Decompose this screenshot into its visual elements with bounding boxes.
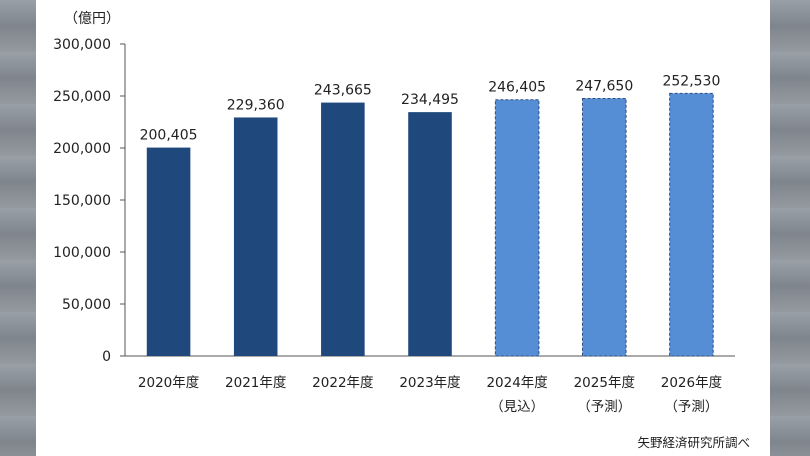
bar-actual: [321, 102, 365, 356]
source-note: 矢野経済研究所調べ: [637, 435, 750, 450]
y-tick-label: 0: [102, 349, 111, 365]
y-tick-label: 200,000: [53, 141, 111, 157]
x-category-label: 2020年度: [138, 375, 199, 391]
y-tick-label: 300,000: [53, 37, 111, 53]
x-category-sublabel: （予測）: [577, 399, 631, 415]
market-size-bar-chart: （億円） 0 50,000 100,000 150,000 200,000 250,000 3…: [53, 11, 735, 415]
bar-actual: [408, 112, 452, 356]
bar-value-label: 243,665: [314, 83, 372, 99]
bar-forecast: [582, 97, 627, 357]
y-axis-unit-label: （億円）: [64, 11, 120, 27]
x-category-label: 2025年度: [574, 375, 635, 391]
x-category-label: 2024年度: [486, 375, 547, 391]
bar-value-label: 246,405: [488, 80, 546, 96]
bar-value-label: 247,650: [575, 78, 633, 94]
y-tick-label: 100,000: [53, 245, 111, 261]
y-tick-label: 150,000: [53, 193, 111, 209]
x-category-label: 2021年度: [225, 375, 286, 391]
bar-forecast: [494, 99, 540, 357]
bar-forecast: [669, 92, 714, 357]
x-category-label: 2026年度: [661, 375, 722, 391]
bar-actual: [233, 117, 278, 356]
bar-value-label: 229,360: [227, 97, 285, 113]
bar-value-label: 252,530: [662, 73, 720, 89]
x-category-label: 2023年度: [399, 375, 460, 391]
x-category-label: 2022年度: [312, 375, 373, 391]
bar-actual: [146, 147, 191, 356]
y-tick-label: 50,000: [62, 297, 111, 313]
chart-card: （億円） 0 50,000 100,000 150,000 200,000 250,000 3…: [36, 0, 770, 456]
x-category-sublabel: （見込）: [490, 399, 544, 415]
bar-value-label: 234,495: [401, 92, 459, 108]
y-tick-label: 250,000: [53, 89, 111, 105]
bar-value-label: 200,405: [140, 128, 198, 144]
x-category-sublabel: （予測）: [664, 399, 718, 415]
